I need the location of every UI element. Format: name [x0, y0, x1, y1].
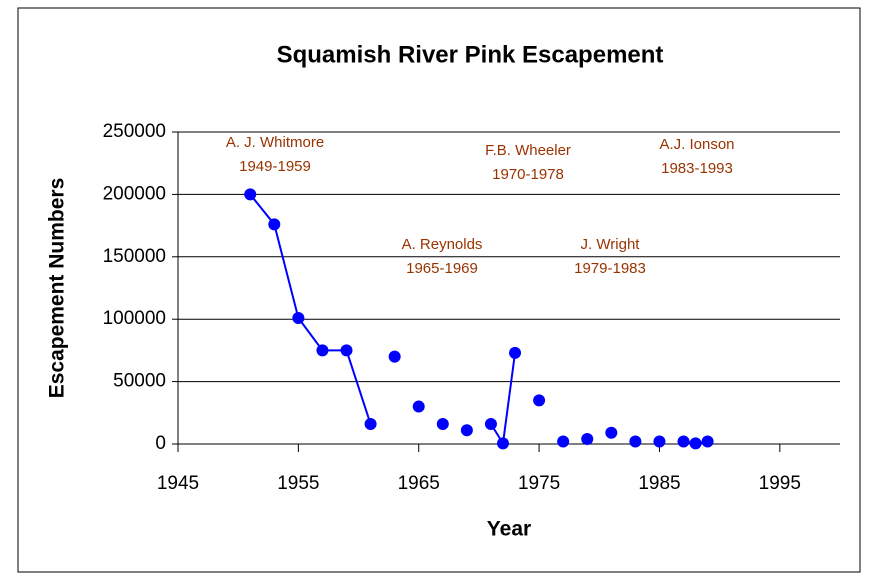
- point: [629, 435, 642, 448]
- point: [509, 346, 522, 359]
- point: [496, 437, 509, 450]
- point: [581, 433, 594, 446]
- point: [677, 435, 690, 448]
- x-tick-label: 1975: [518, 473, 560, 494]
- annotation-name: J. Wright: [581, 236, 641, 253]
- point: [364, 418, 377, 431]
- point: [412, 400, 425, 413]
- annotation-period: 1949-1959: [239, 158, 311, 175]
- point: [340, 344, 353, 357]
- point: [292, 311, 305, 324]
- point: [316, 344, 329, 357]
- annotation-period: 1979-1983: [574, 260, 646, 277]
- point: [484, 418, 497, 431]
- point: [689, 437, 702, 450]
- chart-title: Squamish River Pink Escapement: [277, 41, 664, 68]
- point: [557, 435, 570, 448]
- x-tick-label: 1995: [759, 473, 801, 494]
- annotation-name: A. Reynolds: [402, 236, 483, 253]
- point: [533, 394, 546, 407]
- annotation-name: F.B. Wheeler: [485, 142, 571, 159]
- y-tick-label: 200000: [103, 183, 166, 204]
- point: [605, 426, 618, 439]
- annotation-period: 1965-1969: [406, 260, 478, 277]
- annotation-name: A.J. Ionson: [659, 136, 734, 153]
- x-tick-label: 1965: [398, 473, 440, 494]
- annotation-name: A. J. Whitmore: [226, 134, 324, 151]
- point: [244, 188, 257, 201]
- chart-border: [17, 7, 861, 573]
- annotation-period: 1970-1978: [492, 166, 564, 183]
- y-tick-label: 100000: [103, 308, 166, 329]
- point: [388, 350, 401, 363]
- y-axis-label: Escapement Numbers: [46, 178, 69, 399]
- y-tick-label: 150000: [103, 246, 166, 267]
- line: [249, 193, 372, 425]
- x-axis-label: Year: [487, 518, 531, 541]
- point: [653, 435, 666, 448]
- point: [701, 435, 714, 448]
- x-tick-label: 1985: [638, 473, 680, 494]
- annotation-period: 1983-1993: [661, 160, 733, 177]
- y-tick-label: 50000: [113, 371, 166, 392]
- point: [436, 418, 449, 431]
- x-tick-label: 1945: [157, 473, 199, 494]
- point: [460, 424, 473, 437]
- y-tick-label: 250000: [103, 121, 166, 142]
- x-tick-label: 1955: [277, 473, 319, 494]
- point: [268, 218, 281, 231]
- y-tick-label: 0: [155, 433, 166, 454]
